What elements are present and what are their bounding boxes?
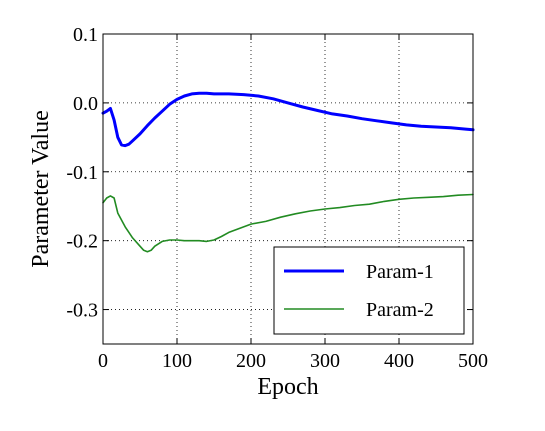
x-tick-label: 0 <box>98 350 108 372</box>
legend-label: Param-2 <box>366 299 434 321</box>
y-axis-label: Parameter Value <box>28 110 54 268</box>
y-tick-label: -0.3 <box>66 300 98 322</box>
series-line-param-2 <box>102 193 474 253</box>
y-tick-label: 0.1 <box>73 24 98 46</box>
series-line-param-1 <box>101 91 475 148</box>
x-axis-label: Epoch <box>257 374 318 400</box>
x-tick-label: 100 <box>162 350 192 372</box>
legend-label: Param-1 <box>366 261 434 283</box>
plot-frame <box>102 33 474 345</box>
axis-ticks: 0 100 200 300 400 500 0.1 0.0 -0.1 -0.2 -0.3 <box>66 24 488 372</box>
x-tick-label: 200 <box>236 350 266 372</box>
y-tick-label: -0.2 <box>66 231 98 253</box>
x-tick-label: 400 <box>384 350 414 372</box>
y-tick-label: 0.0 <box>73 93 98 115</box>
series-lines <box>101 91 475 253</box>
x-tick-label: 500 <box>458 350 488 372</box>
legend: Param-1 Param-2 <box>273 246 465 335</box>
x-tick-label: 300 <box>310 350 340 372</box>
legend-box <box>273 246 465 335</box>
y-tick-label: -0.1 <box>66 162 98 184</box>
